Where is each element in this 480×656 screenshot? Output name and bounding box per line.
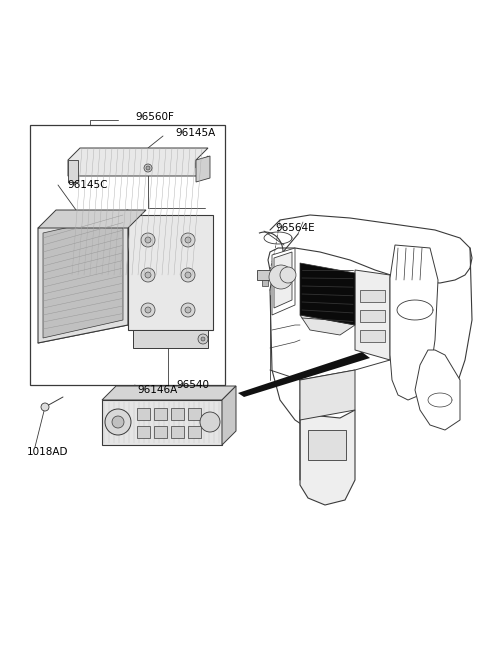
Polygon shape bbox=[133, 330, 208, 348]
Polygon shape bbox=[355, 270, 390, 360]
Bar bbox=[171, 426, 184, 438]
Polygon shape bbox=[415, 350, 460, 430]
Circle shape bbox=[141, 233, 155, 247]
Circle shape bbox=[141, 268, 155, 282]
Bar bbox=[308, 430, 346, 460]
Text: 96145C: 96145C bbox=[68, 180, 108, 190]
Text: 96146A: 96146A bbox=[138, 385, 178, 395]
Circle shape bbox=[201, 337, 205, 341]
Circle shape bbox=[105, 409, 131, 435]
Bar bbox=[360, 330, 385, 342]
Polygon shape bbox=[262, 280, 268, 286]
Polygon shape bbox=[128, 215, 213, 330]
Circle shape bbox=[181, 233, 195, 247]
Polygon shape bbox=[238, 352, 370, 397]
Polygon shape bbox=[300, 315, 355, 335]
Circle shape bbox=[144, 164, 152, 172]
Polygon shape bbox=[300, 263, 355, 325]
Circle shape bbox=[141, 303, 155, 317]
Circle shape bbox=[181, 303, 195, 317]
Text: 96564E: 96564E bbox=[275, 223, 315, 233]
Circle shape bbox=[145, 272, 151, 278]
Polygon shape bbox=[196, 156, 210, 182]
Bar bbox=[360, 290, 385, 302]
Polygon shape bbox=[257, 270, 273, 280]
Bar bbox=[137, 426, 150, 438]
Bar bbox=[137, 408, 150, 420]
Text: 96560F: 96560F bbox=[135, 112, 174, 122]
Polygon shape bbox=[300, 370, 355, 420]
Bar bbox=[154, 408, 167, 420]
Circle shape bbox=[185, 272, 191, 278]
Text: 1018AD: 1018AD bbox=[27, 447, 69, 457]
Bar bbox=[188, 426, 201, 438]
Polygon shape bbox=[38, 210, 128, 343]
Polygon shape bbox=[274, 252, 292, 308]
Polygon shape bbox=[68, 160, 78, 182]
Polygon shape bbox=[300, 410, 355, 505]
Bar bbox=[188, 408, 201, 420]
Polygon shape bbox=[102, 400, 222, 445]
Circle shape bbox=[198, 334, 208, 344]
Text: 96145A: 96145A bbox=[175, 128, 215, 138]
Circle shape bbox=[112, 416, 124, 428]
Circle shape bbox=[146, 166, 150, 170]
Polygon shape bbox=[222, 386, 236, 445]
Circle shape bbox=[145, 237, 151, 243]
Text: 96540: 96540 bbox=[177, 380, 209, 390]
Bar bbox=[171, 408, 184, 420]
Circle shape bbox=[145, 307, 151, 313]
Polygon shape bbox=[68, 148, 208, 176]
Bar bbox=[360, 310, 385, 322]
Circle shape bbox=[280, 267, 296, 283]
Polygon shape bbox=[272, 248, 295, 315]
Circle shape bbox=[185, 307, 191, 313]
Circle shape bbox=[41, 403, 49, 411]
Polygon shape bbox=[38, 210, 146, 228]
Polygon shape bbox=[43, 215, 123, 338]
Circle shape bbox=[269, 265, 293, 289]
Bar bbox=[154, 426, 167, 438]
Bar bbox=[30, 125, 225, 385]
Circle shape bbox=[185, 237, 191, 243]
Circle shape bbox=[200, 412, 220, 432]
Circle shape bbox=[181, 268, 195, 282]
Polygon shape bbox=[390, 245, 438, 400]
Polygon shape bbox=[102, 386, 236, 400]
